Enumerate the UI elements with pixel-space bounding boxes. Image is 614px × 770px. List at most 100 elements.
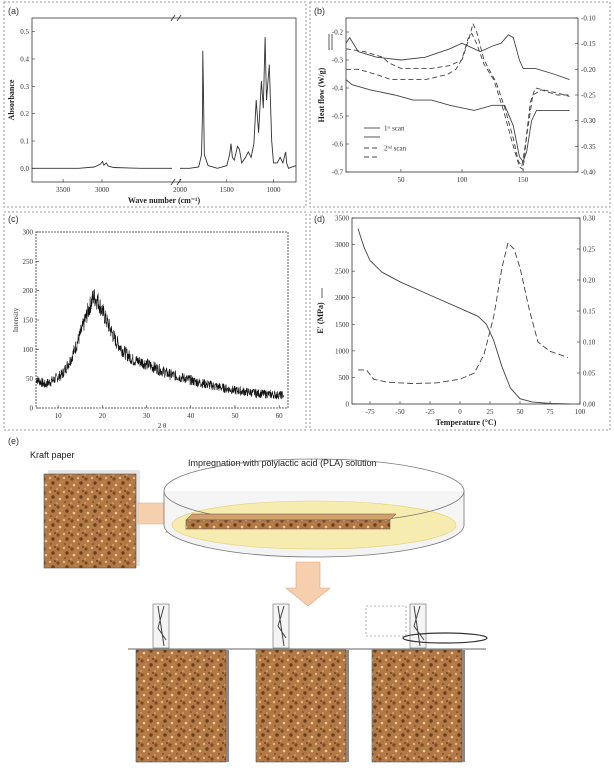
- panel-label-e: (e): [8, 436, 19, 446]
- chart-c-xtick-label: 20: [99, 412, 107, 420]
- chart-a-xtick-label: 1500: [220, 186, 235, 194]
- panel-b-frame: [309, 1, 611, 208]
- panel-label-c: (c): [8, 214, 19, 224]
- chart-b-series-2: [345, 79, 570, 163]
- chart-a-axis-break-top: [170, 14, 182, 22]
- chart-d-ytick-right-label: 0.05: [583, 370, 596, 378]
- chart-b-ytick-left-label: -0.2: [332, 29, 344, 37]
- chart-b-legend-label-2: 2ⁿᵈ scan: [384, 145, 407, 153]
- chart-a-ytick-label: 0.2: [20, 110, 29, 118]
- chart-b-ytick-right-label: -0.40: [581, 169, 596, 177]
- schematic-impregnation: Kraft paper Impregnation with polylactic…: [30, 450, 488, 763]
- chart-a-xtick-label: 3000: [95, 186, 110, 194]
- chart-a-xlabel: Wave number (cm⁻¹): [128, 196, 201, 205]
- chart-a-ytick-label: 0.3: [20, 83, 29, 91]
- sample-block-3-edge: [462, 650, 465, 762]
- chart-c-xtick-label: 60: [276, 412, 284, 420]
- chart-b-ylabel: Heat flow (W/g): [317, 67, 326, 122]
- chart-d-ytick-left-label: 500: [339, 374, 350, 382]
- chart-c-ylabel: Intensity: [12, 307, 20, 332]
- chart-d-xtick-label: 25: [487, 408, 495, 416]
- panel-label-b: (b): [314, 6, 325, 16]
- chart-d-xtick-label: -25: [425, 408, 435, 416]
- chart-d-ytick-left-label: 1500: [335, 321, 350, 329]
- chart-a-ytick-label: 0.5: [20, 28, 29, 36]
- chart-c-ytick-label: 300: [23, 229, 34, 237]
- paper-strip-front: [185, 519, 391, 530]
- chart-d-ytick-right-label: 0.20: [583, 277, 596, 285]
- chart-d-xtick-label: -50: [395, 408, 405, 416]
- arrow-down-shape: [285, 561, 331, 607]
- chart-c-xtick-label: 30: [143, 412, 151, 420]
- chart-a-ytick-label: 0.0: [20, 165, 29, 173]
- chart-d-series-1: [357, 228, 571, 405]
- chart-b-xtick-label: 100: [457, 176, 468, 184]
- blade-holder-2: [272, 603, 290, 649]
- chart-c-ytick-label: 150: [23, 317, 34, 325]
- chart-b-ytick-left-label: -0.4: [332, 85, 344, 93]
- panel-label-a: (a): [8, 6, 19, 16]
- chart-b-ytick-left-label: -0.5: [332, 113, 344, 121]
- panel-d-frame: [309, 211, 611, 431]
- panel-a-frame: [3, 1, 307, 208]
- kraft-paper-label: Kraft paper: [30, 450, 75, 460]
- chart-c-frame: [35, 231, 289, 409]
- sample-block-2-edge: [346, 650, 349, 762]
- blade-holder-1: [152, 603, 170, 649]
- chart-b-ytick-right-label: -0.20: [581, 66, 596, 74]
- chart-b-frame: [345, 17, 579, 173]
- paper-strip-in-dish: [185, 513, 397, 521]
- chart-c-ytick-label: 100: [23, 346, 34, 354]
- chart-a-xtick-label: 2000: [173, 186, 188, 194]
- chart-d-ytick-left-label: 3500: [335, 215, 350, 223]
- chart-b-ytick-left-label: -0.7: [332, 169, 344, 177]
- chart-d-ytick-right-label: 0.15: [583, 308, 596, 316]
- chart-a-frame: [31, 17, 297, 183]
- chart-a-xtick-label: 3500: [56, 186, 71, 194]
- chart-d-xtick-label: 75: [547, 408, 555, 416]
- kraft-paper-sheet: [43, 473, 137, 569]
- chart-d-ytick-right-label: 0.25: [583, 246, 596, 254]
- chart-b-ytick-right-label: -0.35: [581, 143, 596, 151]
- sample-block-2: [255, 649, 347, 763]
- chart-d-ytick-left-label: 3000: [335, 241, 350, 249]
- chart-a-ytick-label: 0.4: [20, 56, 29, 64]
- blade-holder-3: [365, 603, 488, 649]
- chart-b-ytick-left-label: -0.6: [332, 141, 344, 149]
- chart-a-xtick-label: 1000: [267, 186, 282, 194]
- sample-block-1-edge: [226, 650, 229, 762]
- chart-c-ytick-label: 200: [23, 287, 34, 295]
- chart-d-xtick-label: 0: [458, 408, 462, 416]
- chart-b-series-4: [346, 32, 570, 171]
- impregnation-label: Impregnation with polylactic acid (PLA) …: [188, 458, 377, 468]
- chart-d-ytick-left-label: 2000: [335, 294, 350, 302]
- chart-d-xlabel: Temperature (°C): [436, 418, 497, 427]
- chart-b-series-1: [345, 34, 570, 81]
- chart-d-ytick-right-label: 0.00: [583, 401, 596, 409]
- chart-b-legend-label-1: 1ˢᵗ scan: [384, 125, 405, 133]
- chart-b-series-3: [345, 22, 570, 168]
- chart-d-ytick-right-label: 0.30: [583, 215, 596, 223]
- chart-c-xtick-label: 40: [187, 412, 195, 420]
- chart-b-xtick-label: 50: [397, 176, 405, 184]
- chart-a-series-left: [32, 160, 172, 169]
- chart-d-xtick-label: -75: [365, 408, 375, 416]
- chart-d-ytick-right-label: 0.10: [583, 339, 596, 347]
- chart-c-ytick-label: 250: [23, 258, 34, 266]
- chart-d-xtick-label: 100: [575, 408, 586, 416]
- chart-a-ftir: 3500 3000 2000 1500 1000 0.0 0.1 0.2 0.3 0.4 0.5 Wa…: [7, 14, 297, 205]
- chart-c-xtick-label: 10: [55, 412, 63, 420]
- chart-d-ylabel: E' (MPa): [316, 302, 325, 334]
- chart-b-dsc: 50 100 150 -0.2 -0.3 -0.4 -0.5 -0.6 -0.7 -0.10 -0.…: [317, 15, 596, 185]
- chart-b-ytick-right-label: -0.15: [581, 40, 596, 48]
- chart-d-dma: -75 -50 -25 0 25 50 75 100050010001500200025003…: [316, 215, 596, 428]
- chart-c-series: [35, 289, 284, 400]
- chart-b-xtick-label: 150: [518, 176, 529, 184]
- chart-a-ylabel: Absorbance: [7, 79, 16, 120]
- chart-a-series-right: [180, 37, 297, 169]
- chart-a-ytick-label: 0.1: [20, 138, 29, 146]
- chart-a-axis-break: [170, 178, 182, 186]
- chart-d-series-2: [358, 241, 569, 384]
- chart-d-xtick-label: 50: [517, 408, 525, 416]
- chart-c-xtick-label: 50: [231, 412, 239, 420]
